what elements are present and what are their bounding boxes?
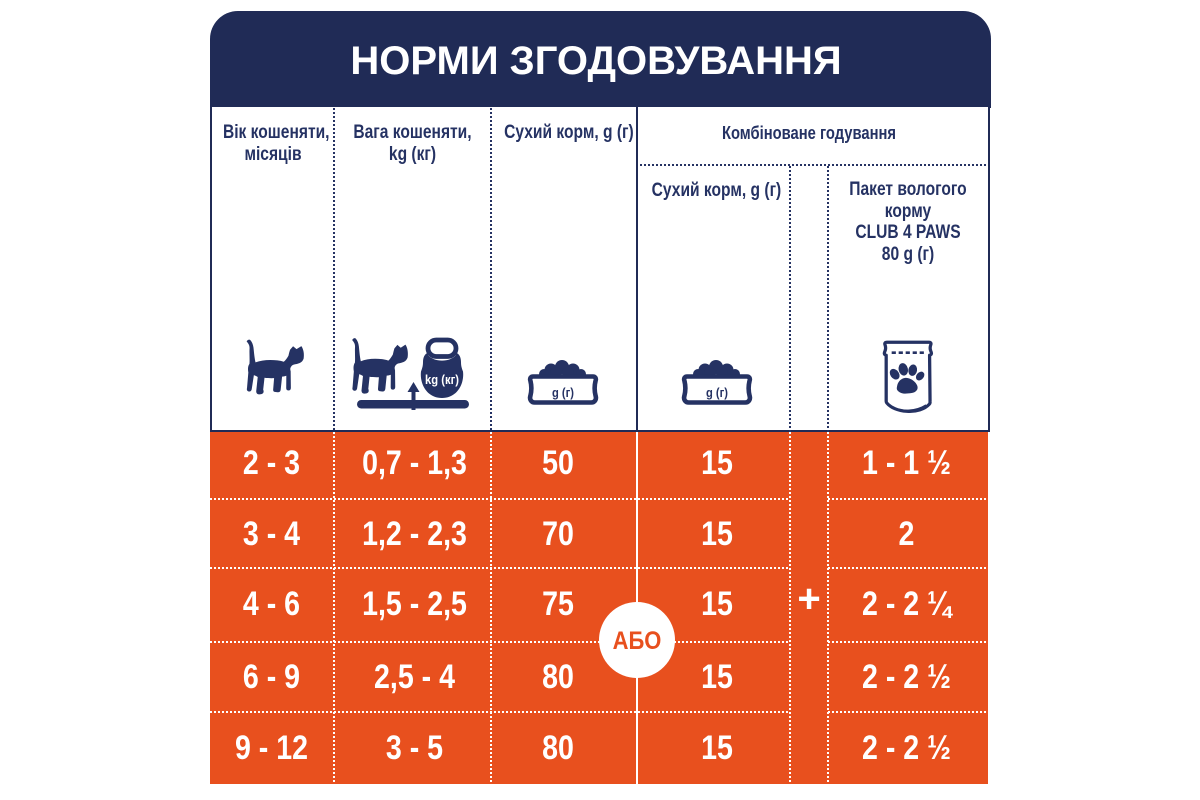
svg-text:g (г): g (г) xyxy=(552,385,574,400)
svg-text:g (г): g (г) xyxy=(706,385,728,400)
svg-text:kg (кг): kg (кг) xyxy=(425,372,459,387)
